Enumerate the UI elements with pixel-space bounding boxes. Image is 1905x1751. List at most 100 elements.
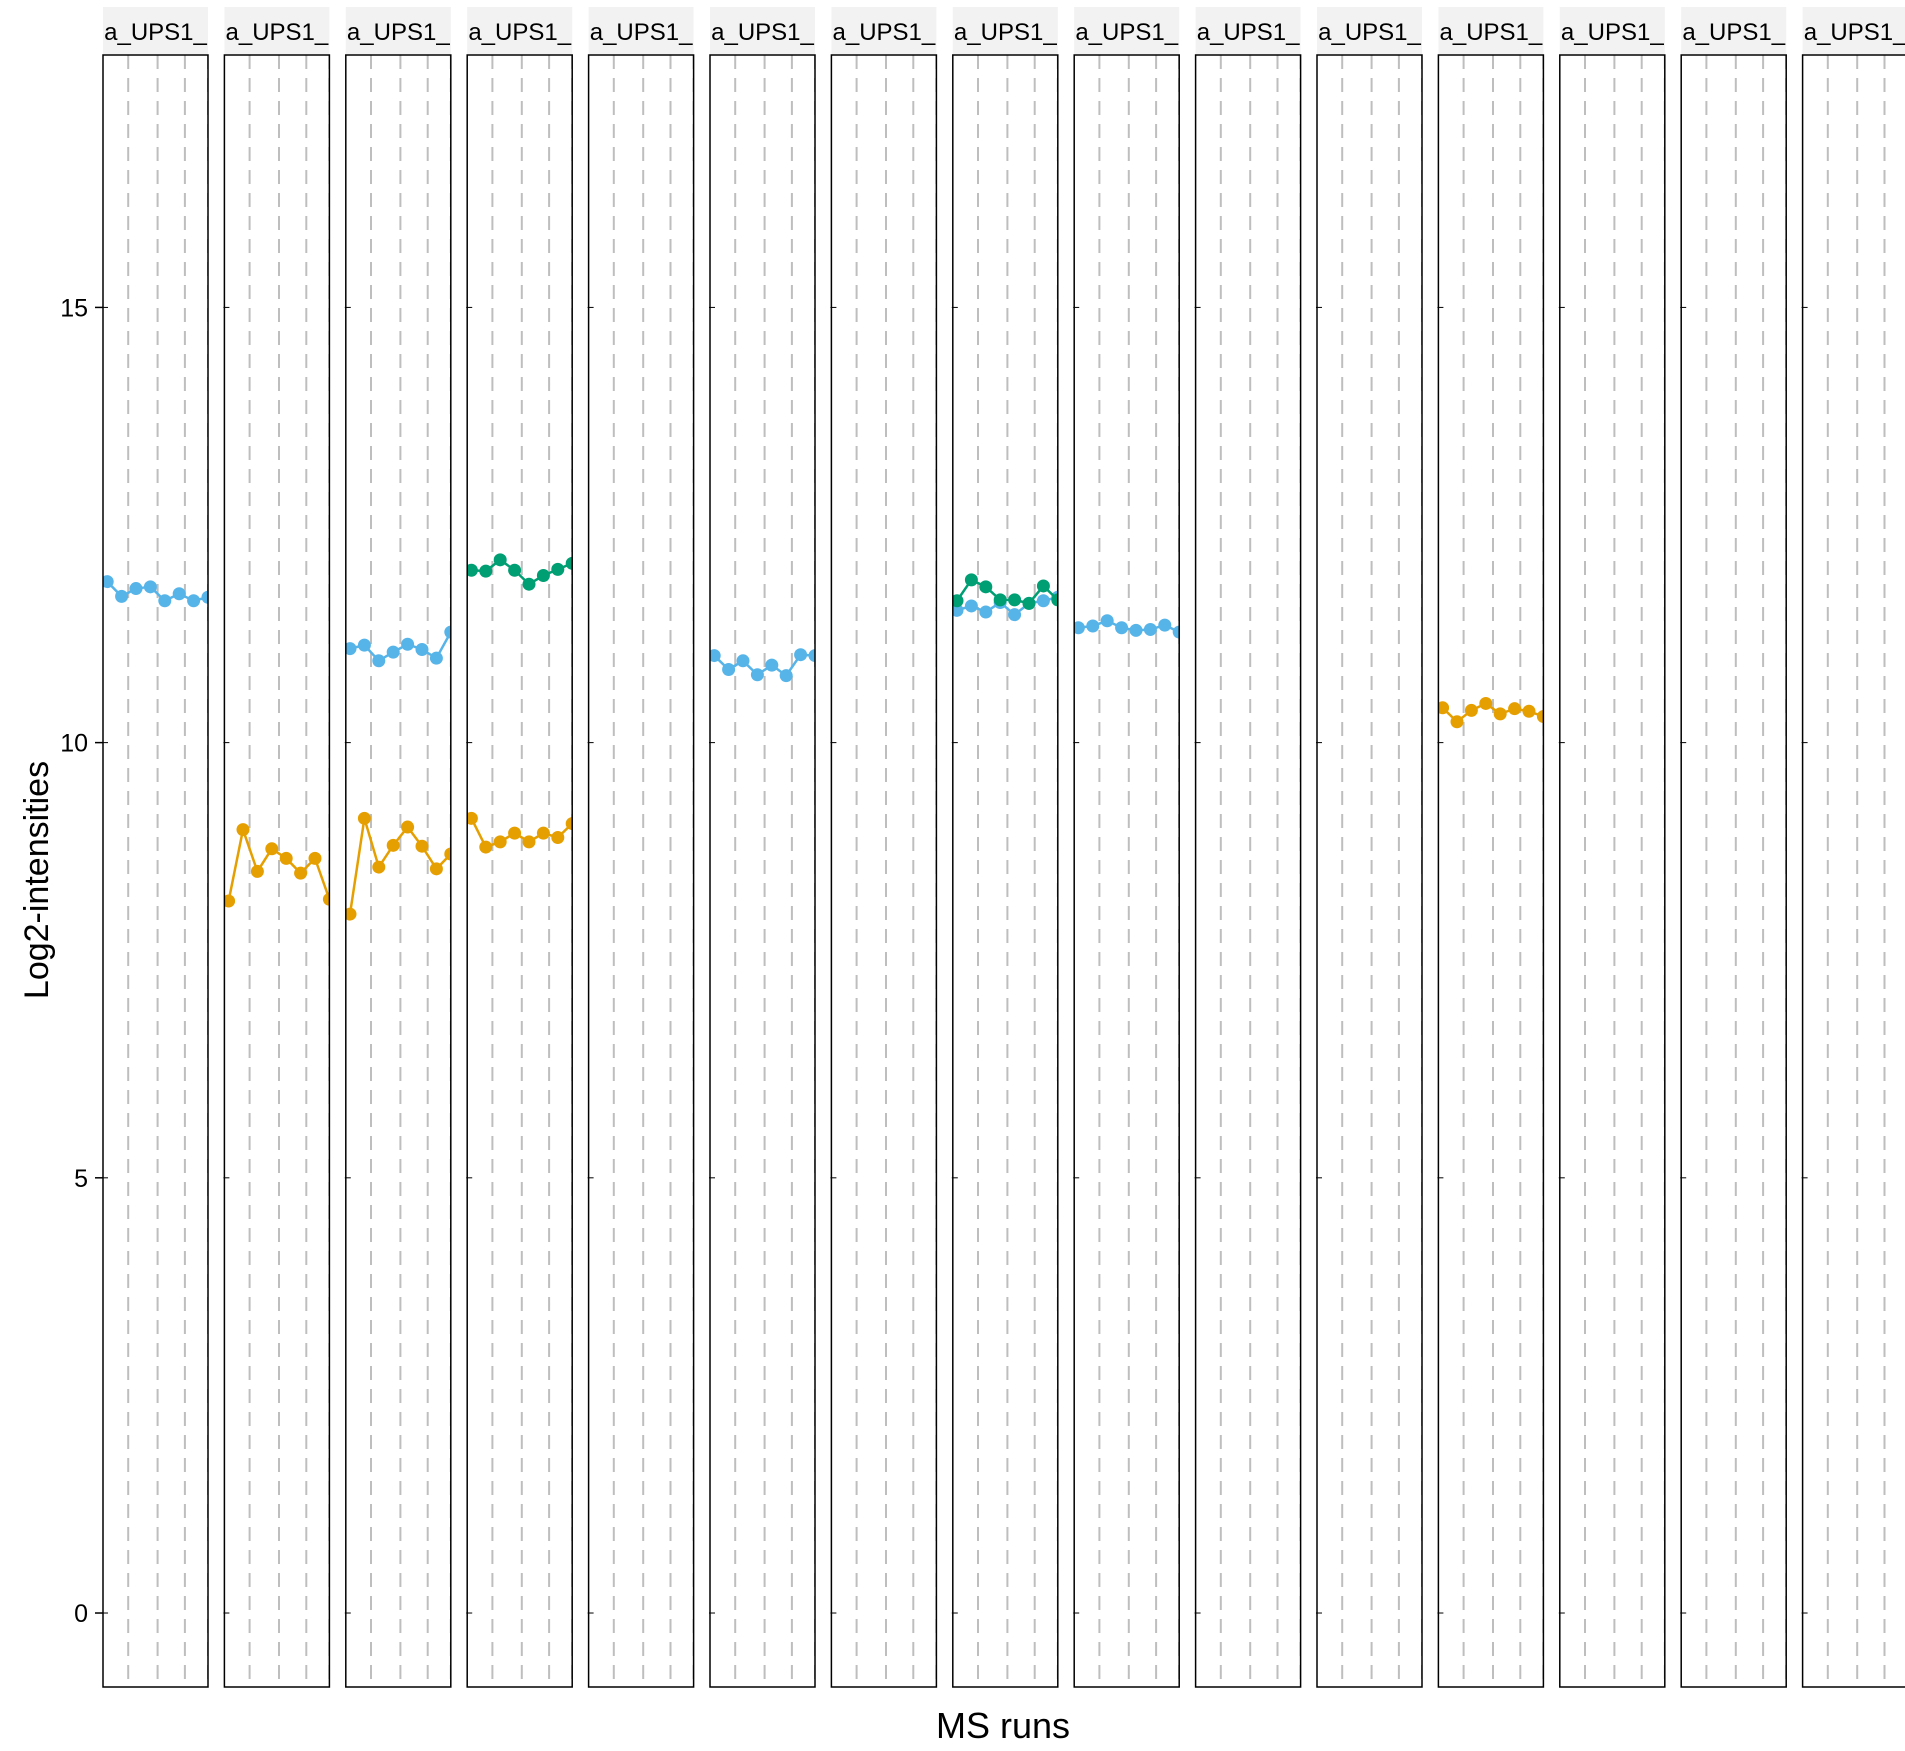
dashed-line-label: 0.5 xyxy=(615,134,645,170)
panel-border xyxy=(830,54,938,1688)
dashed-line-label: 0.125 xyxy=(1800,105,1830,170)
data-point xyxy=(522,835,536,849)
dashed-line-label: 0.667 xyxy=(1250,105,1280,170)
data-point xyxy=(1522,704,1536,718)
dashed-line-label: 0.125 xyxy=(707,105,737,170)
series-orange xyxy=(224,823,330,908)
dashed-line-label: 0.667 xyxy=(1614,105,1644,170)
data-point xyxy=(1074,621,1085,635)
dashed-line-label: 0.125 xyxy=(1071,105,1101,170)
data-point xyxy=(1493,707,1507,721)
data-point xyxy=(794,648,808,662)
facet-strip-label: a_UPS1_ xyxy=(1682,19,1785,46)
facet-strip xyxy=(1438,7,1544,54)
data-point xyxy=(345,642,357,656)
series-green xyxy=(467,553,573,591)
dashed-line-label: 0.125 xyxy=(1193,105,1223,170)
data-point xyxy=(479,564,493,578)
data-point xyxy=(993,593,1007,607)
data-point xyxy=(1536,710,1544,724)
data-point xyxy=(964,599,978,613)
facet-strip xyxy=(952,7,1058,54)
series-orange xyxy=(1438,696,1544,729)
data-point xyxy=(710,649,721,663)
facet-strip xyxy=(710,7,815,54)
facet-strip-label: a_UPS1_ xyxy=(1075,19,1178,46)
dashed-line-label: 0.667 xyxy=(278,105,308,170)
facet-strip xyxy=(1802,7,1905,54)
y-axis-title: Log2-intensities xyxy=(18,761,56,999)
panel-border xyxy=(1559,54,1666,1688)
data-point xyxy=(1508,702,1522,716)
data-point xyxy=(103,575,114,589)
data-point xyxy=(808,649,815,663)
facet-strip-label: a_UPS1_ xyxy=(226,19,329,46)
dashed-line-label: 0.125 xyxy=(950,105,980,170)
data-point xyxy=(1036,594,1050,608)
data-point xyxy=(429,651,443,665)
data-point xyxy=(722,663,736,677)
data-point xyxy=(415,839,429,853)
data-point xyxy=(508,563,522,577)
data-point xyxy=(401,820,415,834)
data-point xyxy=(979,580,993,594)
data-point xyxy=(187,594,201,608)
data-point xyxy=(415,642,429,656)
data-point xyxy=(322,892,330,906)
data-point xyxy=(493,835,507,849)
panel-border xyxy=(1437,54,1545,1688)
data-point xyxy=(565,817,573,831)
data-point xyxy=(765,658,779,672)
dashed-line-label: 0.5 xyxy=(1465,134,1495,170)
dashed-line-label: 0.667 xyxy=(1128,105,1158,170)
facet-strip-label: a_UPS1_ xyxy=(833,19,936,46)
dashed-line-label: 0.125 xyxy=(100,105,130,170)
panel-border xyxy=(1801,54,1905,1688)
dashed-line-label: 0.5 xyxy=(1344,134,1374,170)
dashed-line-label: 0.667 xyxy=(400,105,430,170)
facet-strip-label: a_UPS1_ xyxy=(1561,19,1664,46)
dashed-line-label: 0.125 xyxy=(1314,105,1344,170)
data-point xyxy=(115,589,129,603)
data-point xyxy=(357,811,371,825)
series-blue xyxy=(1074,614,1180,639)
facet-strip xyxy=(224,7,330,54)
dashed-line-label: 0.125 xyxy=(222,105,252,170)
dashed-line-label: 0.125 xyxy=(464,105,494,170)
data-point xyxy=(952,603,964,617)
data-point xyxy=(1129,623,1143,637)
facet-strip-label: a_UPS1_ xyxy=(104,19,207,46)
y-axis: 0 5 10 15 xyxy=(60,294,103,1628)
data-point xyxy=(401,637,415,651)
dashed-line-label: 0.5 xyxy=(979,134,1009,170)
data-point xyxy=(1022,596,1036,610)
data-point xyxy=(1143,622,1157,636)
data-point xyxy=(508,826,522,840)
dashed-line-label: 0.667 xyxy=(1492,105,1522,170)
data-point xyxy=(236,823,250,837)
dashed-line-label: 0.125 xyxy=(1436,105,1466,170)
series-orange xyxy=(467,811,573,854)
facet-strip-label: a_UPS1_ xyxy=(1804,19,1905,46)
panel-border xyxy=(1073,54,1180,1688)
data-point xyxy=(345,907,357,921)
data-point xyxy=(467,811,478,825)
series-blue xyxy=(710,648,815,683)
data-point xyxy=(964,573,978,587)
data-point xyxy=(493,553,507,567)
data-point xyxy=(551,830,565,844)
data-point xyxy=(224,894,236,908)
data-point xyxy=(294,866,308,880)
data-point xyxy=(1036,579,1050,593)
data-point xyxy=(1172,625,1180,639)
